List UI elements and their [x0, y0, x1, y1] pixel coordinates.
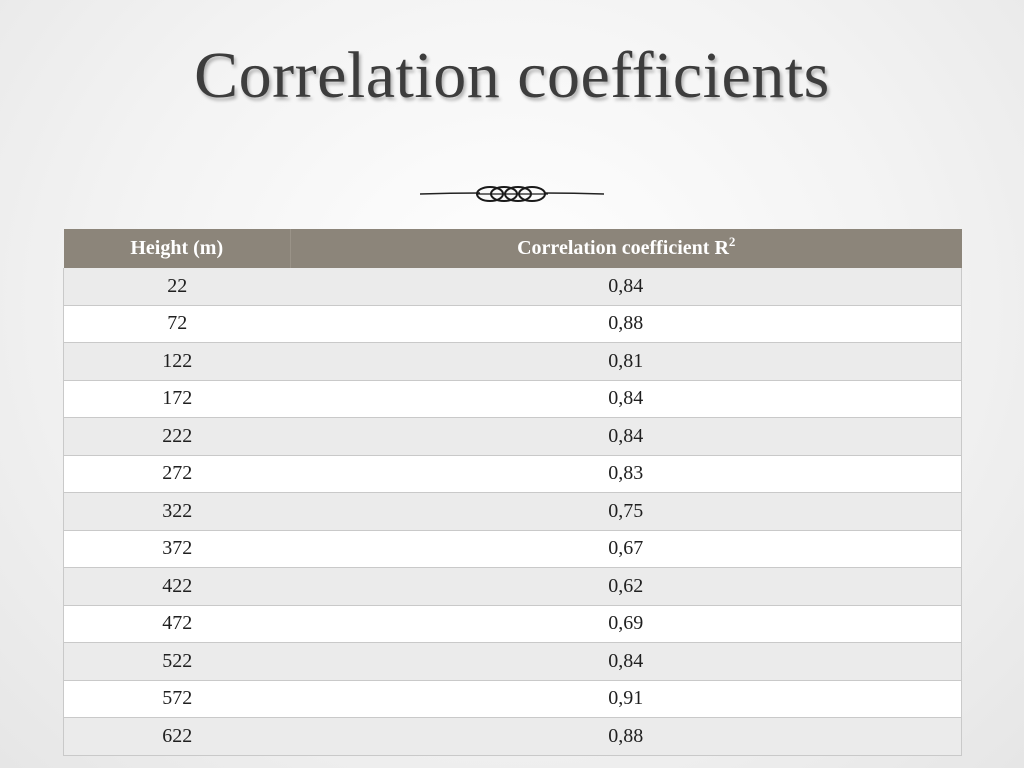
- correlation-cell: 0,88: [290, 305, 962, 343]
- table-row: 322 0,75: [63, 492, 962, 531]
- correlation-cell: 0,75: [290, 492, 962, 531]
- table-row: 122 0,81: [63, 342, 962, 381]
- height-cell: 122: [63, 342, 291, 381]
- column-header-correlation-label: Correlation coefficient R: [517, 237, 729, 259]
- correlation-cell: 0,84: [290, 268, 962, 306]
- height-cell: 622: [63, 717, 291, 756]
- height-cell: 372: [63, 530, 291, 568]
- table-row: 172 0,84: [63, 380, 962, 418]
- table-row: 22 0,84: [63, 268, 962, 306]
- correlation-cell: 0,84: [290, 380, 962, 418]
- correlation-cell: 0,62: [290, 567, 962, 606]
- correlation-cell: 0,91: [290, 680, 962, 718]
- correlation-cell: 0,69: [290, 605, 962, 643]
- table-row: 422 0,62: [63, 567, 962, 606]
- column-header-correlation: Correlation coefficient R2: [290, 229, 962, 268]
- height-cell: 572: [63, 680, 291, 718]
- height-cell: 72: [63, 305, 291, 343]
- height-cell: 172: [63, 380, 291, 418]
- table-row: 272 0,83: [63, 455, 962, 493]
- table-row: 72 0,88: [63, 305, 962, 343]
- table-row: 622 0,88: [63, 717, 962, 756]
- correlation-cell: 0,81: [290, 342, 962, 381]
- height-cell: 472: [63, 605, 291, 643]
- table-row: 572 0,91: [63, 680, 962, 718]
- table-row: 372 0,67: [63, 530, 962, 568]
- correlation-cell: 0,83: [290, 455, 962, 493]
- column-header-superscript: 2: [728, 234, 736, 249]
- slide-title: Correlation coefficients: [194, 39, 830, 112]
- height-cell: 422: [63, 567, 291, 606]
- table-header-row: Height (m) Correlation coefficient R2: [63, 229, 962, 268]
- height-cell: 222: [63, 417, 291, 456]
- table-row: 472 0,69: [63, 605, 962, 643]
- height-cell: 22: [63, 268, 291, 306]
- table-body: 22 0,84 72 0,88 122 0,81 172 0,84 222 0,84 272 0,83…: [63, 268, 962, 756]
- correlation-cell: 0,84: [290, 642, 962, 681]
- correlation-cell: 0,67: [290, 530, 962, 568]
- correlation-cell: 0,88: [290, 717, 962, 756]
- table-row: 522 0,84: [63, 642, 962, 681]
- height-cell: 272: [63, 455, 291, 493]
- table-row: 222 0,84: [63, 417, 962, 456]
- correlation-cell: 0,84: [290, 417, 962, 456]
- height-cell: 322: [63, 492, 291, 531]
- flourish-divider-icon: [420, 186, 604, 202]
- height-cell: 522: [63, 642, 291, 681]
- column-header-height: Height (m): [63, 229, 291, 268]
- correlation-table: Height (m) Correlation coefficient R2 22…: [63, 229, 962, 756]
